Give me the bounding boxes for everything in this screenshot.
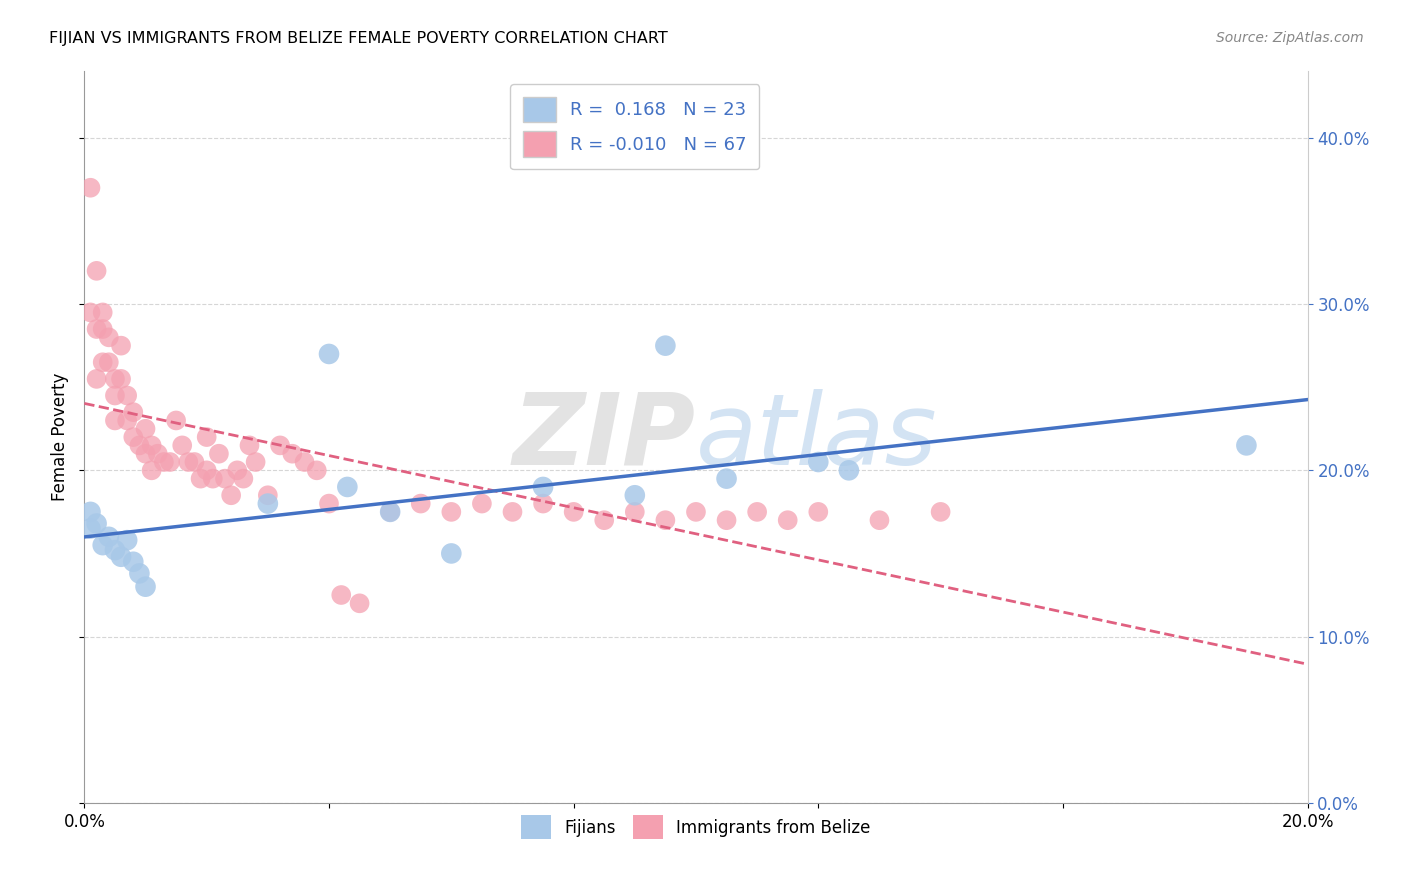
Point xyxy=(141,463,163,477)
Point xyxy=(807,505,830,519)
Point xyxy=(776,513,799,527)
Point xyxy=(91,355,114,369)
Point xyxy=(1236,438,1258,452)
Point xyxy=(624,505,647,519)
Point xyxy=(238,438,260,452)
Point xyxy=(86,516,108,531)
Point xyxy=(531,480,554,494)
Point xyxy=(226,463,249,477)
Text: FIJIAN VS IMMIGRANTS FROM BELIZE FEMALE POVERTY CORRELATION CHART: FIJIAN VS IMMIGRANTS FROM BELIZE FEMALE … xyxy=(49,31,668,46)
Point xyxy=(440,546,463,560)
Point xyxy=(104,543,127,558)
Point xyxy=(122,405,145,419)
Point xyxy=(115,388,138,402)
Point xyxy=(318,497,340,511)
Point xyxy=(122,430,145,444)
Point xyxy=(747,505,769,519)
Point xyxy=(502,505,524,519)
Point xyxy=(128,438,150,452)
Point xyxy=(146,447,169,461)
Point xyxy=(122,555,145,569)
Point xyxy=(135,580,157,594)
Point xyxy=(440,505,463,519)
Point xyxy=(135,447,157,461)
Point xyxy=(294,455,316,469)
Legend: Fijians, Immigrants from Belize: Fijians, Immigrants from Belize xyxy=(515,809,877,846)
Point xyxy=(172,438,194,452)
Point xyxy=(208,447,231,461)
Point xyxy=(562,505,585,519)
Point xyxy=(807,455,830,469)
Point xyxy=(716,472,738,486)
Point xyxy=(110,372,132,386)
Point xyxy=(97,355,120,369)
Point xyxy=(380,505,402,519)
Point xyxy=(654,338,676,352)
Point xyxy=(153,455,176,469)
Point xyxy=(281,447,304,461)
Point xyxy=(91,538,114,552)
Point xyxy=(349,596,371,610)
Point xyxy=(115,533,138,548)
Point xyxy=(593,513,616,527)
Point xyxy=(409,497,432,511)
Point xyxy=(104,413,127,427)
Point xyxy=(115,413,138,427)
Point xyxy=(79,505,101,519)
Point xyxy=(79,521,101,535)
Y-axis label: Female Poverty: Female Poverty xyxy=(51,373,69,501)
Point xyxy=(91,322,114,336)
Point xyxy=(86,264,108,278)
Text: atlas: atlas xyxy=(696,389,938,485)
Point xyxy=(305,463,328,477)
Point xyxy=(336,480,359,494)
Point xyxy=(177,455,200,469)
Point xyxy=(195,430,218,444)
Point xyxy=(195,463,218,477)
Point xyxy=(624,488,647,502)
Point xyxy=(128,566,150,581)
Point xyxy=(201,472,224,486)
Point xyxy=(86,372,108,386)
Point xyxy=(159,455,181,469)
Point xyxy=(110,338,132,352)
Point xyxy=(838,463,860,477)
Point xyxy=(141,438,163,452)
Point xyxy=(471,497,494,511)
Point xyxy=(97,530,120,544)
Point xyxy=(183,455,205,469)
Point xyxy=(685,505,707,519)
Point xyxy=(716,513,738,527)
Point xyxy=(869,513,891,527)
Point xyxy=(330,588,353,602)
Point xyxy=(190,472,212,486)
Point xyxy=(269,438,291,452)
Point xyxy=(135,422,157,436)
Point xyxy=(257,488,280,502)
Point xyxy=(97,330,120,344)
Point xyxy=(380,505,402,519)
Text: ZIP: ZIP xyxy=(513,389,696,485)
Point xyxy=(104,388,127,402)
Point xyxy=(219,488,242,502)
Point xyxy=(232,472,254,486)
Point xyxy=(104,372,127,386)
Point xyxy=(214,472,236,486)
Point xyxy=(245,455,267,469)
Point xyxy=(318,347,340,361)
Point xyxy=(165,413,187,427)
Point xyxy=(654,513,676,527)
Point xyxy=(257,497,280,511)
Point xyxy=(79,180,101,194)
Text: Source: ZipAtlas.com: Source: ZipAtlas.com xyxy=(1216,31,1364,45)
Point xyxy=(531,497,554,511)
Point xyxy=(79,305,101,319)
Point xyxy=(86,322,108,336)
Point xyxy=(110,549,132,564)
Point xyxy=(929,505,952,519)
Point xyxy=(91,305,114,319)
